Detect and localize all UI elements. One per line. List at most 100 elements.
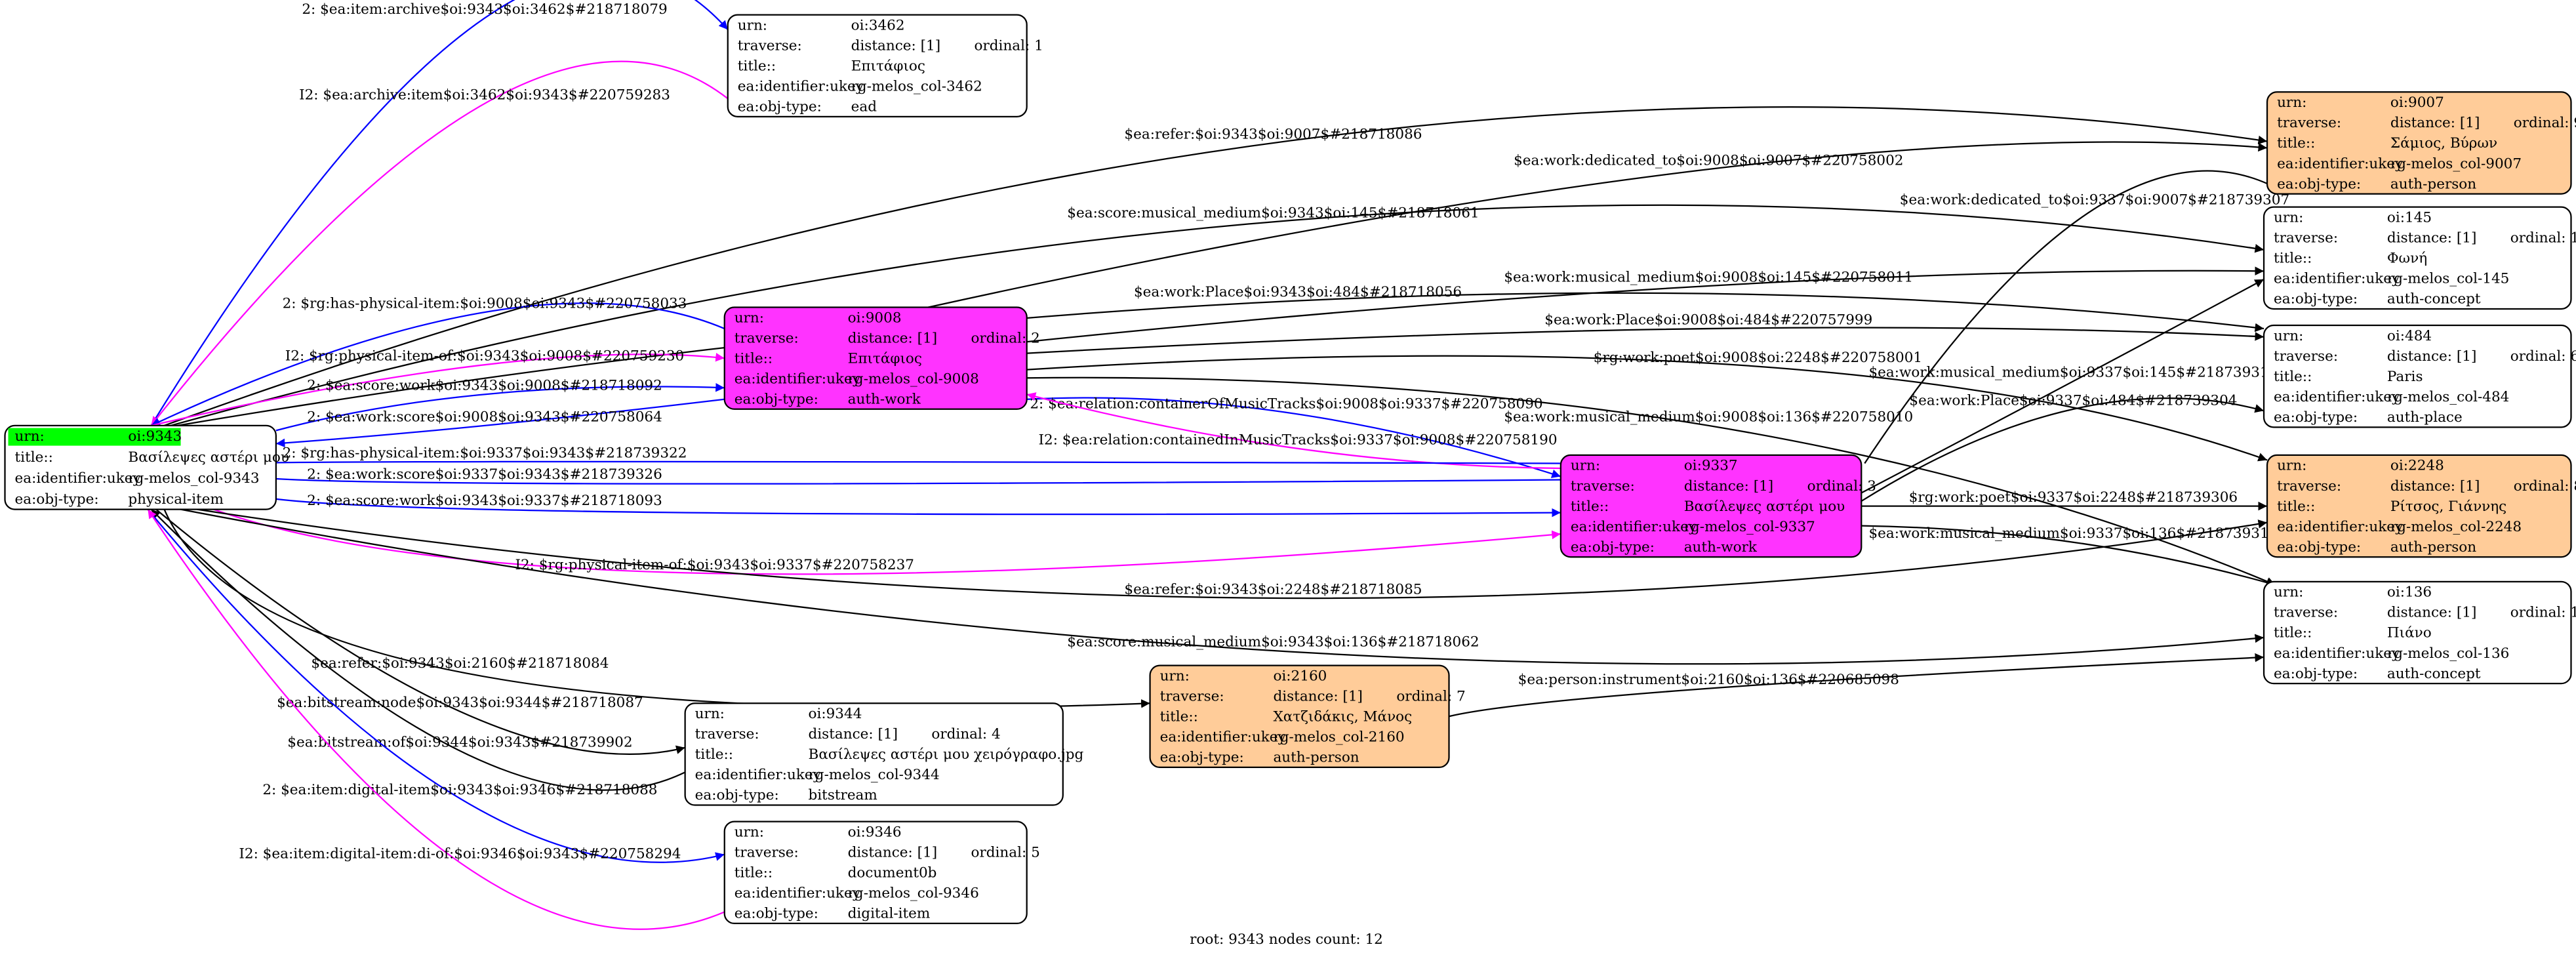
- edge: [150, 508, 686, 791]
- edge: [177, 292, 2264, 426]
- edge-label: $ea:work:Place$oi:9337$oi:484$#218739304: [1909, 392, 2237, 409]
- edge-label: I2: $ea:item:digital-item:di-of:$oi:9346…: [239, 846, 681, 862]
- edge: [1864, 170, 2287, 464]
- field-text: rg-melos_col-2248: [2390, 519, 2522, 535]
- field-text: title::: [695, 746, 733, 763]
- field-text: urn:: [695, 706, 725, 722]
- field-text: oi:9343: [128, 428, 182, 445]
- field-text: ea:identifier:ukey: [735, 885, 861, 902]
- node-box: [2263, 324, 2572, 428]
- edge-label: $ea:person:instrument$oi:2160$oi:136$#22…: [1518, 672, 1899, 688]
- field-text: oi:9346: [848, 824, 902, 840]
- field-text: title::: [735, 350, 773, 367]
- field-text: ea:obj-type:: [2274, 291, 2358, 308]
- field-text: urn:: [2274, 209, 2303, 226]
- field-text: ordinal: 10: [2510, 230, 2576, 247]
- edge: [150, 302, 725, 426]
- edge: [1026, 392, 1561, 470]
- field-text: title::: [15, 449, 53, 466]
- field-text: auth-person: [2390, 176, 2476, 192]
- field-text: ea:obj-type:: [2277, 176, 2361, 192]
- node-box: [2266, 91, 2572, 195]
- node-box: [723, 306, 1028, 410]
- edge: [275, 398, 725, 448]
- field-text: document0b: [848, 864, 937, 881]
- field-text: ea:identifier:ukey: [15, 470, 142, 487]
- field-text: traverse:: [738, 37, 802, 54]
- field-text: rg-melos_col-3462: [851, 79, 982, 95]
- field-text: title::: [1160, 708, 1198, 725]
- field-text: urn:: [1571, 458, 1600, 474]
- edge: [197, 508, 2268, 599]
- field-text: title::: [2274, 625, 2312, 641]
- field-text: oi:2248: [2390, 458, 2444, 474]
- field-text: title::: [735, 864, 773, 881]
- edge-label: $ea:work:dedicated_to$oi:9008$oi:9007$#2…: [1514, 153, 1903, 169]
- edge-label: $ea:bitstream:of$oi:9344$oi:9343$#218739…: [287, 734, 632, 750]
- field-text: traverse:: [2274, 605, 2338, 621]
- field-text: ea:obj-type:: [735, 392, 818, 408]
- field-text: oi:484: [2387, 328, 2432, 344]
- edge: [1026, 266, 2264, 343]
- field-text: ea:obj-type:: [695, 787, 779, 803]
- node: urn: oi:9346 traverse: distance: [1] ordinal…: [723, 821, 1040, 925]
- field-text: ordinal: 8: [2514, 478, 2576, 495]
- node-box: [2263, 206, 2572, 310]
- field-text: rg-melos_col-9337: [1684, 519, 1815, 535]
- node-box: [723, 821, 1028, 925]
- field-text: ordinal: 2: [971, 330, 1040, 346]
- field-text: traverse:: [1571, 478, 1635, 495]
- field-text: oi:9337: [1684, 458, 1738, 474]
- edge-label: 2: $ea:work:score$oi:9008$oi:9343$#22075…: [307, 409, 662, 425]
- edge-label: $rg:work:poet$oi:9008$oi:2248$#220758001: [1594, 350, 1922, 366]
- field-text: auth-concept: [2387, 291, 2481, 308]
- field-text: urn:: [2277, 458, 2306, 474]
- edge-label: $ea:refer:$oi:9343$oi:2248$#218718085: [1124, 581, 1422, 598]
- node-box: [2266, 454, 2572, 558]
- edge: [1026, 355, 2268, 462]
- field-text: traverse:: [735, 330, 799, 346]
- field-text: Ρίτσος, Γιάννης: [2390, 498, 2506, 515]
- edge-label: I2: $ea:relation:containedInMusicTracks$…: [1039, 432, 1558, 448]
- field-text: rg-melos_col-2160: [1273, 729, 1404, 746]
- edge: [171, 204, 2264, 426]
- node: urn: oi:9007 traverse: distance: [1] ordinal…: [2266, 91, 2576, 195]
- node: urn: oi:145 traverse: distance: [1] ordinal:…: [2263, 206, 2576, 310]
- field-text: oi:3462: [851, 17, 905, 33]
- node-box: [727, 14, 1028, 118]
- field-text: distance: [1]: [848, 844, 937, 861]
- field-text: Βασίλεψες αστέρι μου: [1684, 498, 1845, 515]
- field-text: ead: [851, 99, 877, 115]
- edge-label: $ea:work:musical_medium$oi:9337$oi:145$#…: [1868, 365, 2278, 381]
- field-text: urn:: [15, 428, 45, 445]
- field-text: auth-work: [848, 392, 921, 408]
- edge: [1861, 397, 2264, 502]
- edge: [147, 508, 725, 930]
- highlight: [8, 428, 181, 446]
- field-text: urn:: [738, 17, 767, 33]
- field-text: urn:: [2274, 328, 2303, 344]
- field-text: ea:obj-type:: [15, 491, 99, 508]
- field-text: traverse:: [695, 726, 759, 742]
- field-text: urn:: [735, 310, 764, 326]
- field-text: ordinal: 3: [1807, 478, 1876, 495]
- edge-label: $ea:score:musical_medium$oi:9343$oi:136$…: [1067, 634, 1479, 651]
- field-text: ea:identifier:ukey: [2277, 519, 2404, 535]
- field-text: ea:obj-type:: [2277, 539, 2361, 556]
- field-text: Βασίλεψες αστέρι μου: [128, 449, 289, 466]
- field-text: ea:identifier:ukey: [2274, 271, 2400, 287]
- node-box: [2263, 580, 2572, 685]
- field-text: Βασίλεψες αστέρι μου χειρόγραφο.jpg: [809, 746, 1084, 763]
- field-text: oi:2160: [1273, 668, 1327, 684]
- field-text: distance: [1]: [1684, 478, 1773, 495]
- edge: [928, 141, 2268, 308]
- field-text: urn:: [735, 824, 764, 840]
- field-text: distance: [1]: [809, 726, 898, 742]
- node: urn: oi:9008 traverse: distance: [1] ordinal…: [723, 306, 1040, 410]
- field-text: rg-melos_col-9007: [2390, 155, 2522, 172]
- field-text: rg-melos_col-484: [2387, 389, 2509, 405]
- edge: [155, 508, 685, 755]
- field-text: rg-melos_col-136: [2387, 645, 2509, 662]
